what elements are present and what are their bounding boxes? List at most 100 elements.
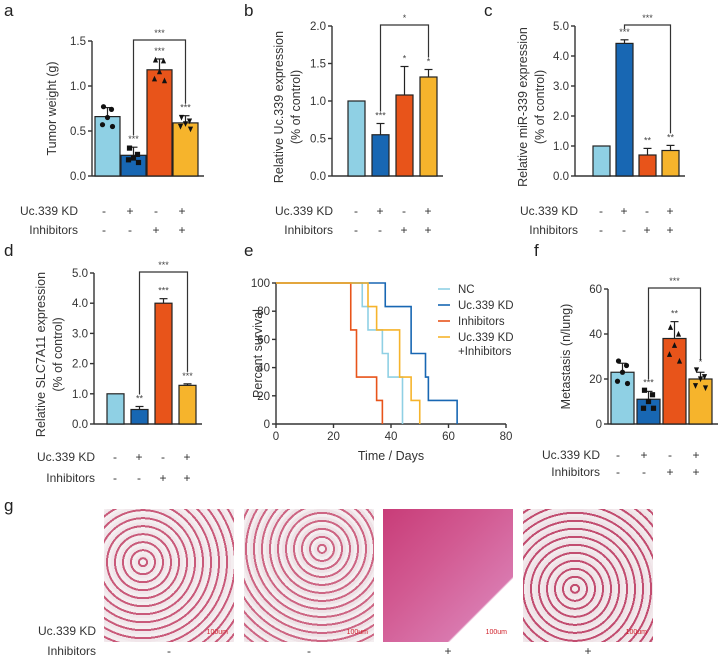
- c-significance-1: ***: [619, 27, 630, 37]
- a-data-point: [108, 106, 115, 112]
- a-y-axis-label: Tumor weight (g): [45, 61, 59, 155]
- c-significance-3: **: [667, 132, 675, 142]
- f-y-axis-label: Metastasis (n/lung): [559, 304, 573, 410]
- a-condition-label-0: Uc.339 KD: [20, 204, 78, 218]
- panel-letter-e: e: [244, 241, 254, 260]
- c-bar-0: [592, 145, 611, 177]
- f-data-point: [623, 362, 630, 369]
- e-x-tick-label: 80: [500, 431, 513, 443]
- b-condition-sign: -: [378, 223, 382, 237]
- a-data-point: [109, 123, 116, 130]
- f-significance-3: *: [699, 357, 703, 367]
- e-legend-label-3: Uc.339 KD: [458, 332, 514, 344]
- d-y-tick-label: 4.0: [72, 298, 88, 310]
- a-data-point: [187, 126, 194, 133]
- d-bracket-significance: ***: [158, 260, 169, 270]
- e-survival-curve-2: [276, 282, 384, 424]
- e-y-tick-label: 20: [257, 391, 270, 403]
- e-y-tick-label: 0: [264, 419, 270, 431]
- a-data-point: [130, 155, 137, 161]
- f-condition-label-0: Uc.339 KD: [542, 448, 600, 462]
- d-bar-3: [178, 384, 197, 425]
- f-data-point: [701, 374, 708, 380]
- b-condition-sign: +: [400, 223, 407, 237]
- c-comparison-bracket: [623, 24, 672, 134]
- d-condition-sign: +: [183, 450, 190, 464]
- b-significance-3: *: [427, 57, 431, 67]
- c-condition-sign: +: [620, 204, 627, 218]
- f-data-point: [692, 383, 699, 389]
- f-data-point: [693, 367, 700, 374]
- f-data-point: [615, 358, 622, 364]
- a-bar-2: [146, 69, 173, 177]
- f-condition-label-1: Inhibitors: [551, 465, 600, 479]
- f-data-point: [702, 385, 709, 392]
- a-data-point: [99, 122, 106, 128]
- f-condition-sign: -: [616, 448, 620, 462]
- b-condition-sign: -: [354, 223, 358, 237]
- panel-letter-f: f: [534, 241, 539, 260]
- f-data-point: [619, 369, 626, 375]
- d-condition-sign: -: [137, 471, 141, 485]
- g-condition-sign: +: [584, 644, 591, 658]
- a-condition-sign: +: [178, 204, 185, 218]
- scale-bar-label: 100um: [206, 629, 228, 636]
- a-data-point: [135, 159, 142, 166]
- a-data-point: [161, 77, 168, 84]
- a-data-point: [160, 57, 167, 64]
- a-y-tick-label: 0.0: [70, 171, 86, 183]
- scale-bar-label: 100um: [485, 629, 507, 636]
- d-y-axis-label-2: (% of control): [51, 317, 65, 391]
- e-survival-curve-1: [276, 282, 458, 424]
- d-condition-sign: -: [113, 471, 117, 485]
- f-y-tick-label: 20: [589, 374, 602, 386]
- d-bar-0: [106, 393, 125, 425]
- c-condition-label-1: Inhibitors: [529, 223, 578, 237]
- a-data-point: [126, 145, 133, 151]
- b-condition-label-1: Inhibitors: [284, 223, 333, 237]
- e-x-tick-label: 40: [385, 431, 398, 443]
- c-bar-2: [638, 154, 657, 177]
- c-condition-sign: -: [622, 223, 626, 237]
- a-significance-3: ***: [180, 103, 191, 113]
- d-condition-sign: +: [183, 471, 190, 485]
- panel-letter-c: c: [484, 1, 493, 20]
- c-condition-sign: +: [666, 223, 673, 237]
- f-data-point: [675, 330, 682, 337]
- e-y-tick-label: 40: [257, 363, 270, 375]
- d-comparison-bracket: [138, 271, 189, 395]
- f-bracket-significance: ***: [669, 276, 680, 286]
- a-condition-sign: +: [152, 223, 159, 237]
- f-condition-sign: +: [666, 465, 673, 479]
- b-condition-sign: -: [402, 204, 406, 218]
- d-y-tick-label: 5.0: [72, 268, 88, 280]
- a-significance-2: ***: [154, 46, 165, 56]
- e-legend-label-2: Inhibitors: [458, 316, 505, 328]
- d-bar-2: [154, 302, 173, 425]
- panel-letter-b: b: [244, 1, 254, 20]
- c-y-tick-label: 3.0: [553, 81, 569, 93]
- c-bar-1: [615, 42, 634, 177]
- a-condition-sign: +: [126, 204, 133, 218]
- b-condition-sign: +: [424, 204, 431, 218]
- c-condition-sign: -: [599, 204, 603, 218]
- a-y-tick-label: 0.5: [70, 126, 86, 138]
- c-y-axis-label-2: (% of control): [533, 70, 547, 144]
- b-bar-0: [347, 100, 366, 177]
- f-bar-2: [662, 337, 687, 425]
- scale-bar-label: 100um: [346, 629, 368, 636]
- e-x-tick-label: 20: [327, 431, 340, 443]
- d-y-tick-label: 1.0: [72, 389, 88, 401]
- d-y-tick-label: 3.0: [72, 328, 88, 340]
- f-bar-0: [610, 371, 635, 425]
- a-condition-sign: -: [102, 223, 106, 237]
- d-y-axis-label: Relative SLC7A11 expression: [34, 272, 48, 437]
- a-condition-label-1: Inhibitors: [29, 223, 78, 237]
- b-condition-sign: +: [424, 223, 431, 237]
- e-x-tick-label: 60: [442, 431, 455, 443]
- f-data-point: [667, 324, 674, 330]
- f-data-point: [650, 405, 657, 411]
- f-condition-sign: -: [642, 465, 646, 479]
- b-bracket-significance: *: [403, 13, 407, 23]
